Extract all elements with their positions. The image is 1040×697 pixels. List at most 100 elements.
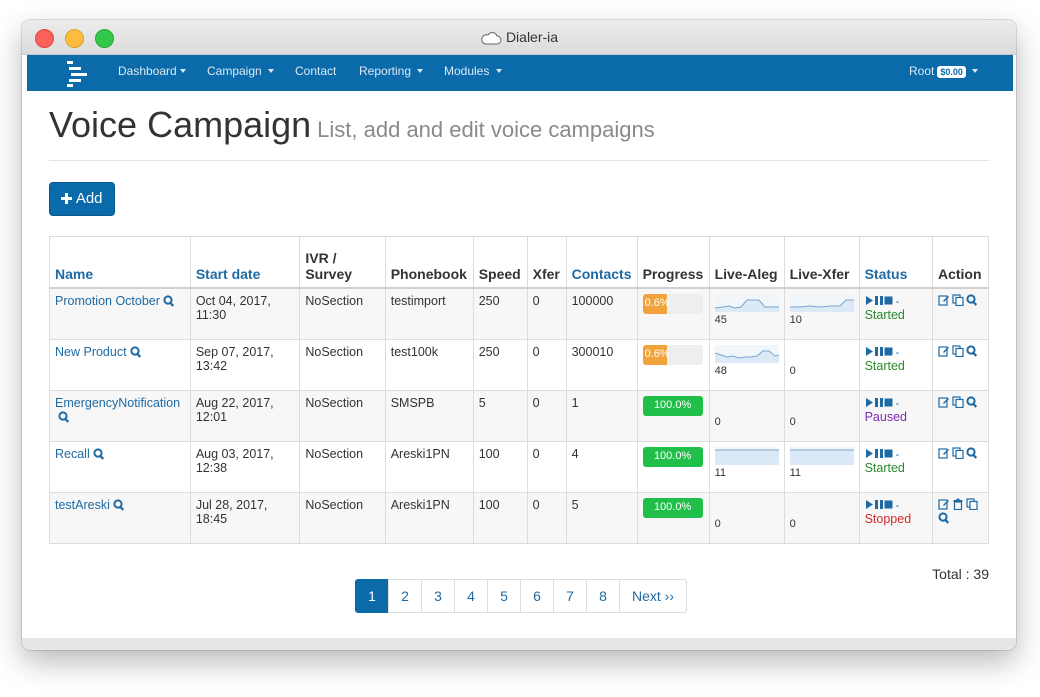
nav-reporting[interactable]: Reporting — [359, 64, 424, 78]
next-page-button[interactable]: Next ›› — [619, 579, 687, 613]
progress-label: 100.0% — [653, 399, 692, 411]
cell-progress: 100.0% — [636, 441, 710, 493]
add-campaign-button[interactable]: Add — [49, 182, 115, 216]
live-xfer-value: 10 — [789, 314, 802, 326]
nav-modules[interactable]: Modules — [444, 64, 502, 78]
pause-icon[interactable] — [874, 296, 884, 305]
status-badge: Started — [864, 359, 905, 373]
copy-icon[interactable] — [952, 396, 964, 409]
cell-contacts: 5 — [565, 492, 638, 544]
search-icon[interactable] — [113, 499, 125, 511]
trash-icon[interactable] — [952, 498, 964, 511]
copy-icon[interactable] — [952, 345, 964, 358]
nav-contact[interactable]: Contact — [295, 64, 336, 78]
col-progress: Progress — [636, 236, 710, 289]
status-controls: - — [865, 398, 899, 410]
status-badge: Started — [864, 461, 905, 475]
stop-icon[interactable] — [884, 296, 893, 305]
search-icon[interactable] — [938, 512, 950, 524]
search-icon[interactable] — [966, 294, 978, 306]
search-icon[interactable] — [966, 447, 978, 459]
cell-ivr: NoSection — [299, 339, 386, 391]
cell-live-xfer: 0 — [783, 390, 860, 442]
play-icon[interactable] — [865, 296, 874, 305]
search-icon[interactable] — [58, 411, 70, 423]
search-icon[interactable] — [93, 448, 105, 460]
stop-icon[interactable] — [884, 398, 893, 407]
progress-fill — [642, 498, 703, 518]
sparkline — [789, 294, 854, 312]
page-link-2[interactable]: 2 — [388, 579, 422, 613]
table-row: New Product Sep 07, 2017, 13:42 NoSection t… — [49, 339, 990, 391]
cell-name: New Product — [49, 339, 191, 391]
cell-live-aleg: 11 — [708, 441, 785, 493]
window-title-wrap: Dialer-ia — [22, 29, 1016, 45]
pause-icon[interactable] — [874, 500, 884, 509]
sparkline — [789, 447, 854, 465]
window-title: Dialer-ia — [505, 29, 559, 45]
progress-fill — [642, 345, 667, 365]
pause-icon[interactable] — [874, 347, 884, 356]
play-icon[interactable] — [865, 398, 874, 407]
status-controls: - — [865, 500, 899, 512]
sparkline — [714, 447, 779, 465]
col-start-date[interactable]: Start date — [189, 236, 301, 289]
copy-icon[interactable] — [952, 294, 964, 307]
copy-icon[interactable] — [966, 498, 978, 511]
page-link-7[interactable]: 7 — [553, 579, 587, 613]
edit-icon[interactable] — [938, 396, 950, 408]
edit-icon[interactable] — [938, 498, 950, 510]
page-link-4[interactable]: 4 — [454, 579, 488, 613]
edit-icon[interactable] — [938, 447, 950, 459]
nav-reporting-label: Reporting — [359, 64, 412, 78]
campaign-name-link[interactable]: Recall — [55, 447, 90, 461]
stop-icon[interactable] — [884, 347, 893, 356]
edit-icon[interactable] — [938, 294, 950, 306]
live-aleg-value: 11 — [714, 467, 726, 479]
cell-xfer: 0 — [526, 492, 567, 544]
page-link-8[interactable]: 8 — [586, 579, 620, 613]
page-link-6[interactable]: 6 — [520, 579, 554, 613]
close-window-button[interactable] — [35, 29, 54, 48]
col-status[interactable]: Status — [858, 236, 933, 289]
campaign-name-link[interactable]: Promotion October — [55, 294, 160, 308]
cell-speed: 100 — [472, 441, 528, 493]
progress-label: 0.6% — [644, 297, 670, 309]
search-icon[interactable] — [966, 396, 978, 408]
col-name[interactable]: Name — [49, 236, 191, 289]
search-icon[interactable] — [129, 346, 142, 358]
search-icon[interactable] — [163, 295, 175, 307]
search-icon[interactable] — [966, 345, 978, 357]
stop-icon[interactable] — [884, 449, 893, 458]
page-link-3[interactable]: 3 — [421, 579, 455, 613]
cell-action — [931, 390, 990, 442]
play-icon[interactable] — [865, 347, 874, 356]
campaign-name-link[interactable]: EmergencyNotification — [55, 396, 181, 410]
cell-contacts: 1 — [565, 390, 638, 442]
cell-start-date: Aug 03, 2017, 12:38 — [189, 441, 301, 493]
play-icon[interactable] — [865, 449, 874, 458]
cell-progress: 100.0% — [636, 492, 710, 544]
page-title: Voice Campaign — [49, 104, 312, 145]
stop-icon[interactable] — [884, 500, 893, 509]
menu-logo-icon[interactable] — [64, 59, 90, 87]
pause-icon[interactable] — [874, 449, 884, 458]
maximize-window-button[interactable] — [95, 29, 114, 48]
sparkline-empty — [790, 396, 854, 414]
play-icon[interactable] — [865, 500, 874, 509]
pause-icon[interactable] — [874, 398, 884, 407]
campaign-name-link[interactable]: New Product — [55, 345, 127, 359]
nav-dashboard[interactable]: Dashboard — [118, 64, 186, 78]
user-menu[interactable]: Root $0.00 — [909, 64, 979, 78]
cell-live-aleg: 48 — [708, 339, 785, 391]
nav-campaign[interactable]: Campaign — [207, 64, 275, 78]
page-link-1[interactable]: 1 — [355, 579, 389, 613]
cell-progress: 0.6% — [636, 287, 710, 340]
page-link-5[interactable]: 5 — [487, 579, 521, 613]
live-aleg-value: 48 — [714, 365, 727, 377]
col-contacts[interactable]: Contacts — [565, 236, 638, 289]
minimize-window-button[interactable] — [65, 29, 84, 48]
edit-icon[interactable] — [938, 345, 950, 357]
copy-icon[interactable] — [952, 447, 964, 460]
campaign-name-link[interactable]: testAreski — [55, 498, 110, 512]
